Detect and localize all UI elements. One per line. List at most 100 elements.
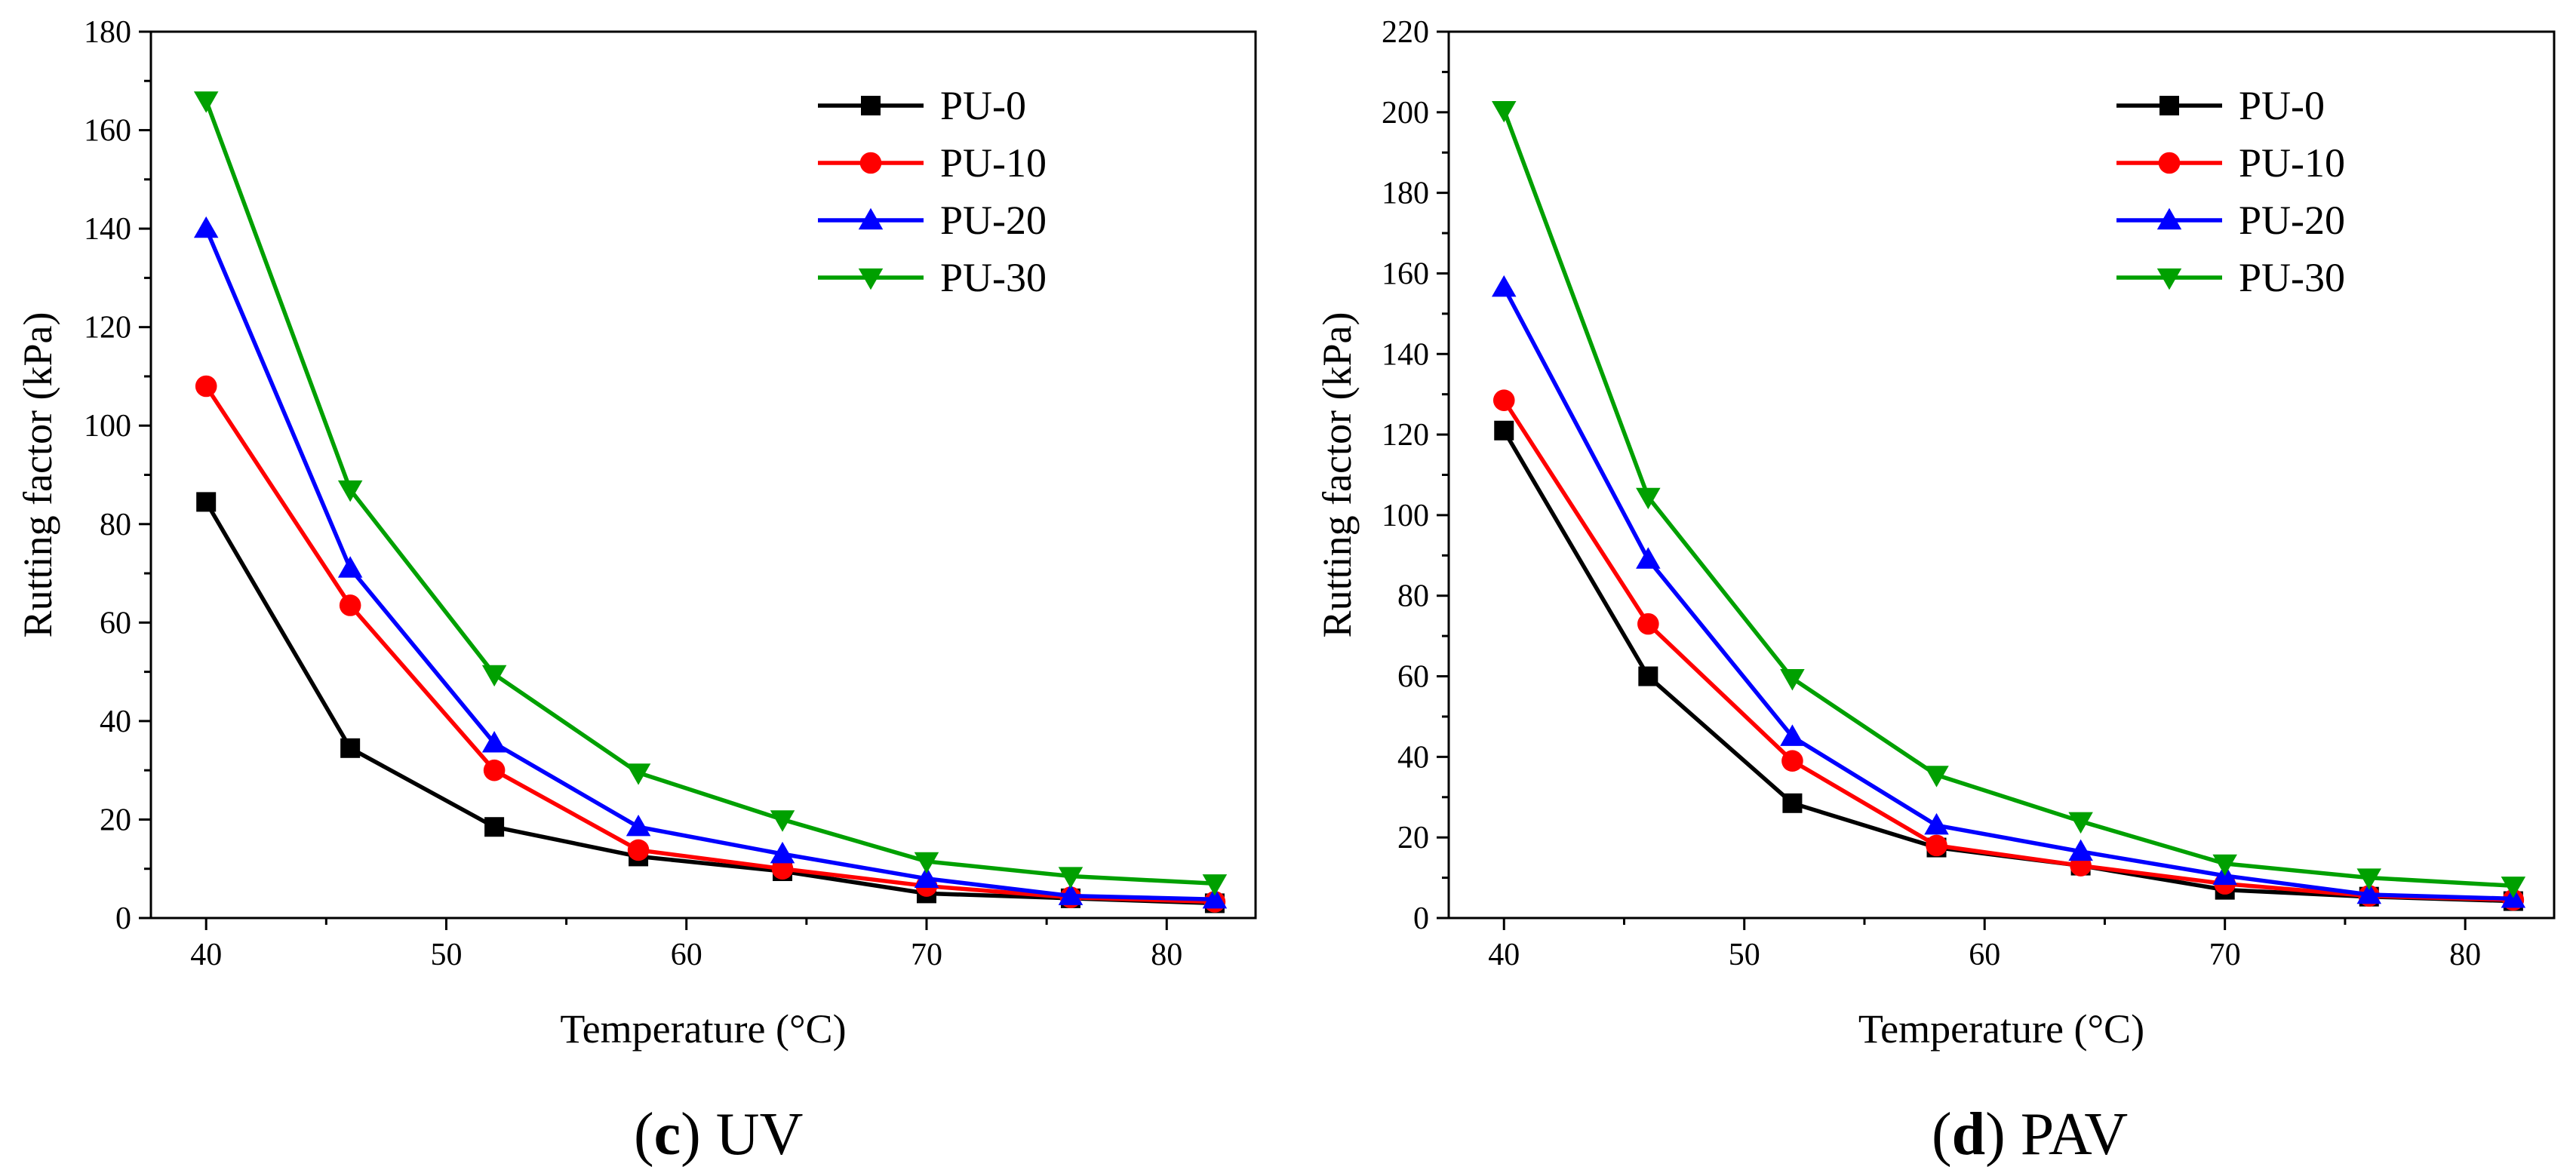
legend-item-pu-30: PU-30 [2116, 255, 2345, 300]
y-tick-label: 80 [1397, 579, 1429, 614]
y-tick-label: 120 [84, 311, 131, 345]
x-tick-label: 50 [1729, 938, 1760, 972]
data-point-pu-10 [483, 759, 506, 781]
x-axis-title: Temperature (°C) [560, 1006, 846, 1052]
plot-frame [1447, 30, 2556, 920]
x-tick-label: 40 [190, 938, 222, 972]
legend-item-pu-0: PU-0 [818, 83, 1026, 128]
data-point-pu-10 [195, 375, 217, 398]
y-tick-label: 140 [1382, 337, 1429, 372]
data-point-pu-20 [1636, 547, 1661, 569]
legend-item-pu-20: PU-20 [818, 198, 1047, 243]
x-tick-label: 50 [430, 938, 462, 972]
x-tick-label: 80 [2449, 938, 2481, 972]
y-tick-label: 220 [1382, 15, 1429, 50]
y-tick-label: 100 [1382, 499, 1429, 533]
y-tick-label: 60 [100, 606, 131, 640]
series-line-pu-20 [204, 228, 1215, 901]
data-point-pu-30 [1058, 867, 1084, 889]
x-axis-title: Temperature (°C) [1858, 1006, 2144, 1052]
legend-marker [2158, 152, 2181, 174]
legend-marker [2156, 207, 2182, 230]
y-tick-label: 200 [1382, 96, 1429, 130]
data-point-pu-10 [1926, 834, 1947, 857]
legend-marker [2156, 268, 2182, 290]
y-tick-label: 140 [84, 212, 131, 247]
legend-label: PU-20 [940, 198, 1047, 243]
data-point-pu-20 [770, 841, 795, 864]
data-point-pu-20 [626, 814, 651, 837]
x-tick-label: 40 [1488, 938, 1520, 972]
y-tick-label: 20 [100, 803, 131, 837]
legend-marker [859, 152, 882, 174]
legend-marker [861, 96, 881, 115]
legend-label: PU-20 [2239, 198, 2345, 243]
data-point-pu-30 [1924, 766, 1949, 788]
y-tick-label: 0 [115, 901, 131, 936]
legend-item-pu-10: PU-10 [818, 140, 1047, 186]
chart-panel-pav: 0 20 40 60 80 100 120 140 160 180 200 220 40 50 60 70 80… [1314, 15, 2556, 1168]
data-point-pu-30 [2068, 812, 2093, 834]
data-point-pu-0 [1494, 420, 1514, 441]
data-point-pu-30 [1780, 669, 1805, 691]
data-point-pu-20 [2068, 839, 2093, 861]
y-tick-label: 80 [100, 508, 131, 542]
data-point-pu-30 [1202, 874, 1228, 896]
data-point-pu-10 [1492, 389, 1515, 411]
data-point-pu-0 [196, 492, 217, 512]
data-point-pu-20 [1492, 275, 1517, 297]
legend-item-pu-20: PU-20 [2116, 198, 2345, 243]
y-tick-label: 0 [1413, 901, 1429, 936]
y-tick-label: 60 [1397, 660, 1429, 695]
y-tick-label: 40 [1397, 740, 1429, 775]
data-point-pu-20 [1780, 724, 1805, 746]
legend-label: PU-10 [2239, 140, 2345, 186]
data-point-pu-0 [340, 738, 361, 758]
data-point-pu-30 [2356, 868, 2382, 890]
y-tick-label: 160 [1382, 256, 1429, 291]
series-line-pu-10 [1502, 399, 2513, 902]
series-line-pu-10 [204, 385, 1215, 904]
legend-item-pu-10: PU-10 [2116, 140, 2345, 186]
y-tick-label: 180 [84, 15, 131, 50]
plot-frame [149, 30, 1257, 920]
x-tick-label: 60 [1969, 938, 2000, 972]
series-line-pu-20 [1502, 286, 2513, 901]
legend-label: PU-0 [2239, 83, 2325, 128]
y-axis-title: Rutting factor (kPa) [15, 312, 60, 638]
data-point-pu-20 [481, 731, 507, 753]
y-tick-label: 20 [1397, 821, 1429, 855]
y-tick-label: 40 [100, 705, 131, 739]
data-point-pu-30 [626, 763, 651, 785]
x-tick-label: 80 [1151, 938, 1182, 972]
y-tick-label: 120 [1382, 418, 1429, 453]
data-point-pu-20 [1058, 883, 1084, 905]
data-point-pu-30 [2212, 854, 2237, 877]
data-point-pu-10 [1781, 750, 1803, 772]
data-point-pu-20 [337, 556, 363, 578]
data-point-pu-0 [484, 817, 505, 837]
data-point-pu-30 [337, 480, 363, 502]
data-point-pu-10 [627, 839, 650, 861]
data-point-pu-20 [914, 866, 939, 888]
data-point-pu-10 [771, 858, 794, 880]
y-axis-title: Rutting factor (kPa) [1314, 312, 1360, 638]
data-point-pu-30 [914, 852, 939, 874]
data-point-pu-20 [1924, 812, 1949, 835]
panel-caption: (d) PAV [1932, 1101, 2128, 1168]
data-point-pu-30 [193, 91, 219, 113]
data-point-pu-30 [770, 810, 795, 832]
legend-item-pu-30: PU-30 [818, 255, 1047, 300]
chart-panel-uv: 0 20 40 60 80 100 120 140 160 180 40 50 60 70 80 Temper… [15, 15, 1257, 1168]
data-point-pu-20 [1202, 886, 1228, 909]
legend-label: PU-10 [940, 140, 1047, 186]
series-line-pu-0 [1502, 429, 2513, 904]
x-tick-label: 70 [2209, 938, 2241, 972]
data-point-pu-30 [481, 665, 507, 687]
series-line-pu-30 [1502, 109, 2514, 889]
data-point-pu-30 [1492, 100, 1517, 123]
legend-marker [858, 268, 884, 290]
legend-item-pu-0: PU-0 [2116, 83, 2325, 128]
legend-label: PU-30 [940, 255, 1047, 300]
